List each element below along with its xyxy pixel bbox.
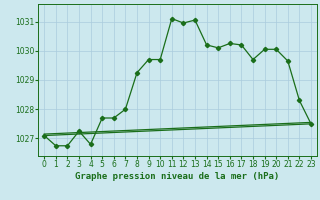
X-axis label: Graphe pression niveau de la mer (hPa): Graphe pression niveau de la mer (hPa) — [76, 172, 280, 181]
